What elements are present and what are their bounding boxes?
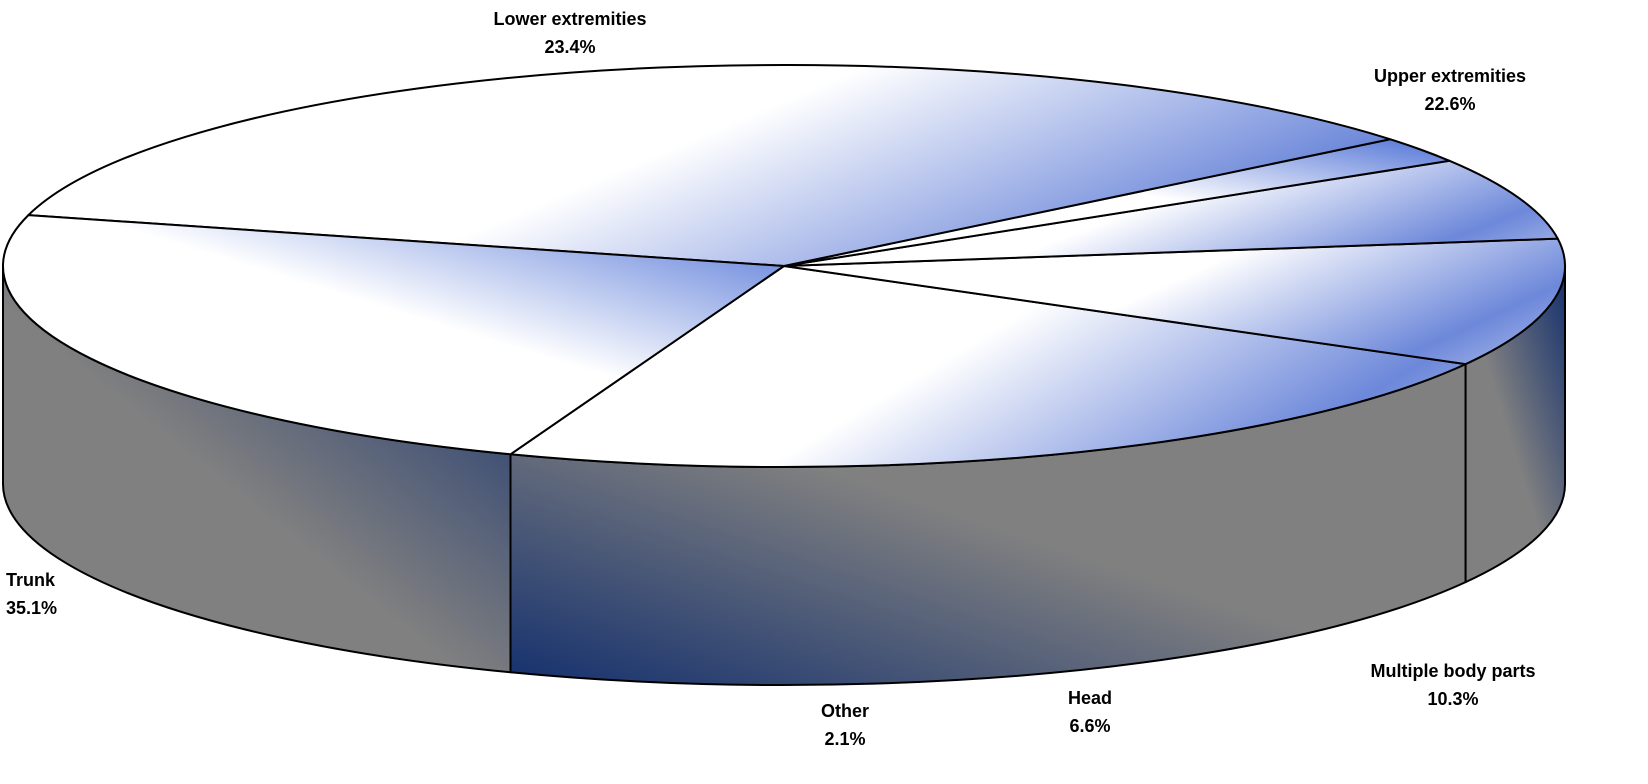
slice-multiple: [783, 237, 1566, 366]
slice-label-text: Lower extremities: [493, 9, 647, 29]
pie-tops: [2, 63, 1566, 468]
slice-other: [783, 138, 1451, 267]
slice-value-text: 6.6%: [1069, 716, 1111, 736]
slice-label-upper-extremities: Upper extremities 22.6%: [1340, 62, 1560, 118]
slice-label-lower-extremities: Lower extremities 23.4%: [470, 5, 670, 61]
slice-value-text: 10.3%: [1427, 689, 1479, 709]
slice-lower: [2, 214, 785, 456]
slice-value-text: 22.6%: [1424, 94, 1476, 114]
slice-label-text: Multiple body parts: [1370, 661, 1536, 681]
slice-value-text: 35.1%: [6, 598, 58, 618]
slice-upper: [509, 265, 1467, 468]
slice-label-head: Head 6.6%: [1045, 684, 1135, 740]
slice-value-text: 23.4%: [544, 37, 596, 57]
slice-label-other: Other 2.1%: [800, 697, 890, 753]
slice-label-multiple-body-parts: Multiple body parts 10.3%: [1328, 657, 1578, 713]
slice-label-text: Other: [820, 701, 869, 721]
slice-label-text: Head: [1067, 688, 1112, 708]
slice-trunk: [27, 63, 1391, 267]
slice-label-text: Trunk: [6, 570, 56, 590]
slice-head: [783, 159, 1559, 267]
slice-label-text: Upper extremities: [1373, 66, 1527, 86]
slice-value-text: 2.1%: [824, 729, 866, 749]
pie-sides: [2, 265, 1566, 686]
slice-label-trunk: Trunk 35.1%: [6, 566, 76, 622]
